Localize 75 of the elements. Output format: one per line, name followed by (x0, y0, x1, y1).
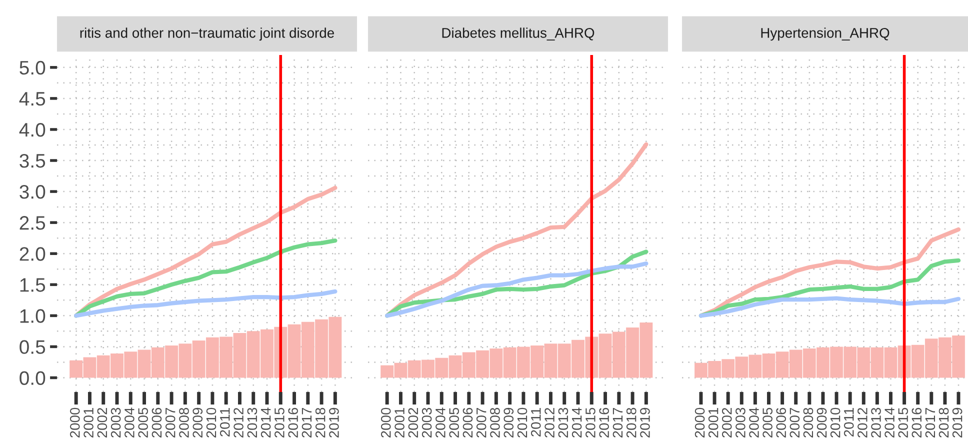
y-tick-label: 4.0 (19, 122, 46, 137)
x-tick-label: 2010 (830, 408, 840, 438)
x-tick-label: 2019 (329, 408, 339, 438)
y-tick-label: 0.0 (20, 371, 46, 385)
y-tick-label: 5.0 (20, 60, 46, 75)
chart-title: Hypertension_AHRQ (761, 28, 890, 41)
x-tick-label: 2016 (912, 408, 922, 438)
x-tick-label: 2005 (762, 408, 772, 438)
x-tick-label: 2008 (179, 408, 189, 438)
x-tick-label: 2009 (816, 408, 827, 438)
x-tick-label: 2012 (234, 408, 244, 438)
y-tick-label: 2.5 (20, 216, 46, 230)
x-tick-label: 2018 (315, 408, 326, 438)
x-tick-label: 2002 (97, 408, 108, 438)
x-tick-label: 2018 (938, 408, 949, 438)
x-tick-label: 2006 (776, 408, 786, 438)
x-tick-label: 2014 (572, 408, 582, 438)
x-tick-label: 2011 (530, 408, 541, 436)
x-tick-label: 2008 (490, 408, 500, 438)
x-tick-label: 2011 (220, 408, 230, 436)
x-tick-label: 2014 (884, 408, 894, 438)
chart-title: ritis and other non−traumatic joint disorde (80, 28, 334, 41)
x-tick-label: 2002 (722, 408, 732, 438)
x-tick-label: 2002 (408, 408, 418, 438)
x-tick-label: 2000 (694, 408, 705, 438)
x-tick-label: 2013 (871, 408, 881, 438)
x-tick-label: 2008 (803, 408, 814, 438)
x-tick-label: 2013 (558, 408, 568, 438)
x-tick-label: 2006 (152, 408, 162, 438)
x-tick-label: 2011 (844, 408, 854, 436)
x-tick-label: 2016 (599, 408, 609, 438)
x-tick-label: 2015 (586, 408, 596, 438)
x-tick-label: 2007 (165, 408, 176, 438)
y-tick-label: 3.0 (20, 185, 46, 199)
x-tick-label: 2006 (462, 408, 473, 438)
x-tick-label: 2017 (612, 408, 623, 438)
x-tick-label: 2001 (394, 408, 404, 438)
y-tick-label: 1.5 (20, 278, 46, 292)
x-tick-label: 2015 (898, 408, 908, 438)
x-tick-label: 2010 (206, 408, 216, 438)
x-tick-label: 2004 (124, 408, 134, 438)
x-tick-label: 2001 (708, 408, 718, 438)
x-tick-label: 2013 (247, 408, 258, 438)
y-tick-label: 2.0 (20, 247, 46, 261)
x-tick-label: 2017 (925, 408, 936, 438)
x-tick-label: 2000 (380, 408, 391, 438)
y-tick-label: 4.5 (19, 92, 46, 106)
x-tick-label: 2015 (274, 408, 284, 438)
x-tick-label: 2003 (422, 408, 432, 438)
x-tick-label: 2005 (138, 408, 148, 438)
x-tick-label: 2003 (736, 408, 746, 438)
chart-title: Diabetes mellitus_AHRQ (442, 28, 594, 40)
x-tick-label: 2014 (260, 408, 271, 438)
x-tick-label: 2009 (504, 408, 514, 438)
x-tick-label: 2017 (302, 408, 312, 438)
x-tick-label: 2003 (110, 408, 121, 438)
x-tick-label: 2012 (544, 408, 554, 438)
x-tick-label: 2000 (70, 408, 80, 438)
x-tick-label: 2007 (476, 408, 486, 438)
x-tick-label: 2010 (517, 408, 528, 438)
x-tick-label: 2019 (640, 408, 650, 438)
y-tick-label: 3.5 (20, 154, 46, 168)
x-tick-label: 2012 (858, 408, 868, 438)
line-series (74, 289, 338, 318)
x-tick-label: 2018 (626, 408, 636, 438)
x-tick-label: 2005 (449, 408, 459, 438)
y-tick-label: 0.5 (20, 340, 46, 354)
x-tick-label: 2009 (192, 408, 203, 438)
y-tick-label: 1.0 (20, 309, 46, 323)
x-tick-label: 2007 (790, 408, 800, 438)
x-tick-label: 2004 (436, 408, 446, 438)
x-tick-label: 2019 (952, 408, 962, 438)
x-tick-label: 2004 (749, 408, 759, 438)
x-tick-label: 2016 (288, 408, 298, 438)
x-tick-label: 2001 (84, 408, 94, 438)
